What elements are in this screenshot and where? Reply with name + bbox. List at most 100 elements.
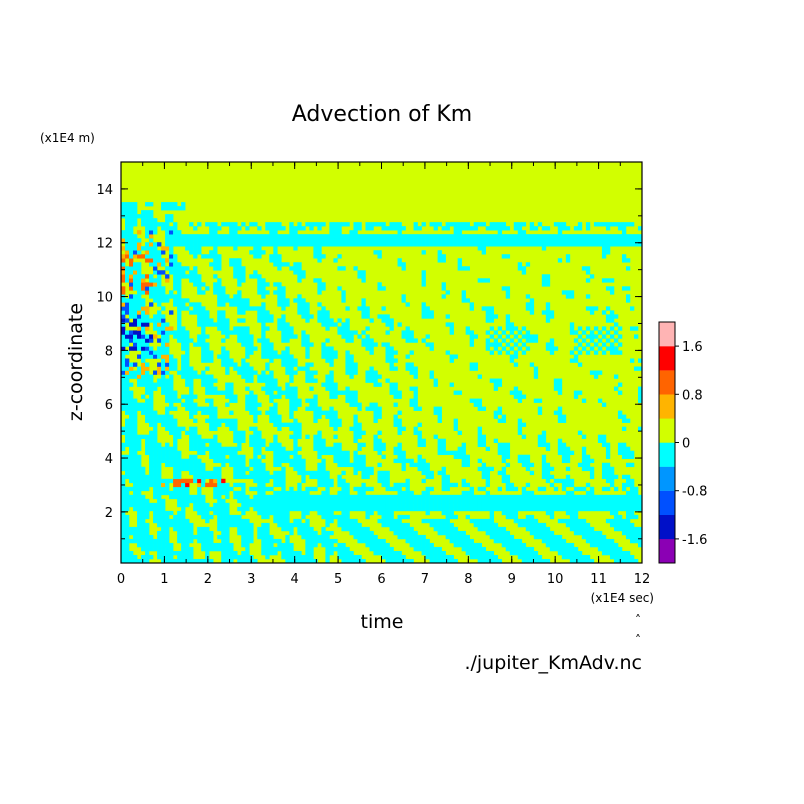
heatmap-cell [217,298,222,303]
heatmap-cell [165,426,170,431]
heatmap-cell [209,322,214,327]
heatmap-cell [213,246,218,251]
heatmap-cell [321,526,326,532]
heatmap-cell [153,242,158,247]
heatmap-cell [141,290,146,295]
heatmap-cell [601,542,607,548]
heatmap-cell [241,330,246,335]
heatmap-cell [329,394,334,399]
heatmap-cell [121,286,126,291]
heatmap-cell [321,306,326,311]
heatmap-cell [513,226,519,231]
heatmap-cell [165,546,170,552]
heatmap-cell [349,374,354,379]
heatmap-cell [633,366,639,371]
heatmap-cell [149,230,154,235]
heatmap-cell [129,250,134,255]
heatmap-cell [505,498,511,504]
heatmap-cell [121,310,126,315]
heatmap-cell [517,230,523,235]
heatmap-cell [325,346,330,351]
heatmap-cell [497,526,503,532]
heatmap-cell [177,398,182,403]
heatmap-cell [329,354,334,359]
heatmap-cell [165,366,170,371]
heatmap-cell [409,398,414,403]
heatmap-cell [509,486,515,492]
heatmap-cell [513,242,519,247]
heatmap-cell [361,490,366,496]
heatmap-cell [221,314,226,319]
heatmap-cell [121,234,126,239]
heatmap-cell [621,226,627,231]
heatmap-cell [133,482,138,488]
heatmap-cell [613,522,619,528]
heatmap-cell [233,246,238,251]
heatmap-cell [445,482,450,488]
heatmap-cell [421,494,426,500]
heatmap-cell [189,554,194,560]
heatmap-cell [169,546,174,552]
heatmap-cell [249,434,254,439]
heatmap-cell [289,414,294,419]
heatmap-cell [245,538,250,544]
heatmap-cell [605,286,611,291]
heatmap-cell [133,246,138,251]
heatmap-cell [305,242,310,247]
heatmap-cell [561,234,567,239]
heatmap-cell [509,506,515,512]
heatmap-cell [193,402,198,407]
heatmap-cell [629,514,635,520]
heatmap-cell [161,322,166,327]
heatmap-cell [609,474,615,480]
heatmap-cell [181,346,186,351]
heatmap-cell [525,330,531,335]
heatmap-cell [513,342,519,347]
heatmap-cell [541,486,547,492]
heatmap-cell [169,430,174,435]
heatmap-cell [153,450,158,456]
heatmap-cell [189,534,194,540]
heatmap-cell [341,542,346,548]
heatmap-cell [349,338,354,343]
heatmap-cell [141,530,146,536]
heatmap-cell [121,354,126,359]
heatmap-cell [257,274,262,279]
heatmap-cell [145,442,150,448]
heatmap-cell [277,414,282,419]
heatmap-cell [345,518,350,524]
heatmap-cell [601,434,607,439]
heatmap-cell [341,390,346,395]
heatmap-cell [269,538,274,544]
heatmap-cell [413,226,418,231]
heatmap-cell [313,370,318,375]
heatmap-cell [205,390,210,395]
heatmap-cell [149,406,154,411]
heatmap-cell [365,538,370,544]
heatmap-cell [401,514,406,520]
heatmap-cell [461,242,466,247]
heatmap-cell [257,306,262,311]
heatmap-cell [129,550,134,556]
heatmap-cell [409,530,414,536]
heatmap-cell [529,238,535,243]
heatmap-cell [441,442,446,448]
heatmap-cell [477,494,482,500]
heatmap-cell [589,486,595,492]
heatmap-cell [141,374,146,379]
heatmap-cell [233,482,238,488]
heatmap-cell [301,334,306,339]
heatmap-cell [529,526,535,532]
heatmap-cell [241,454,246,460]
heatmap-cell [125,522,130,528]
heatmap-cell [489,526,495,532]
heatmap-cell [361,454,366,460]
heatmap-cell [357,522,362,528]
heatmap-cell [181,266,186,271]
heatmap-cell [181,458,186,464]
heatmap-cell [557,506,563,512]
heatmap-cell [453,534,458,540]
heatmap-cell [373,506,378,512]
heatmap-cell [153,426,158,431]
heatmap-cell [229,486,234,492]
